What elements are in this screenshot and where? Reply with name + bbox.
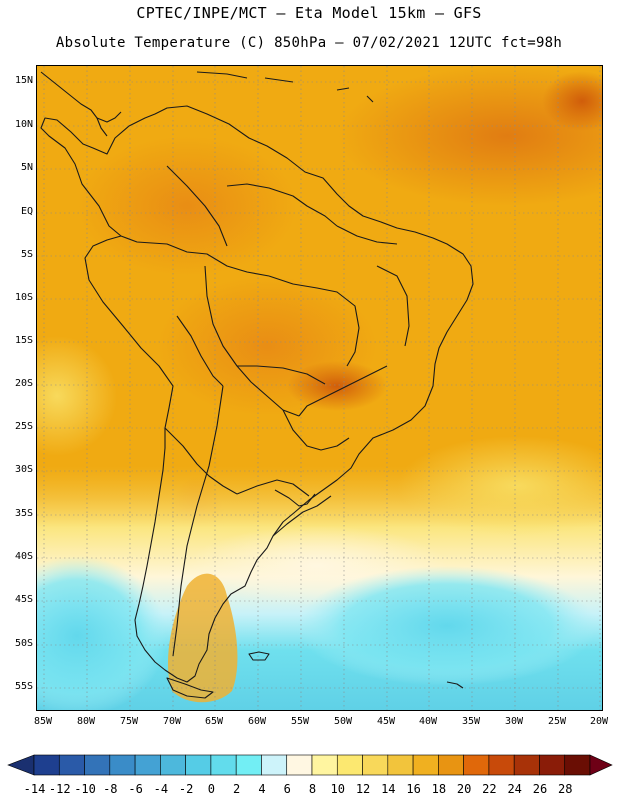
colorbar-label: 4 [258,782,266,796]
colorbar-label: -8 [103,782,118,796]
colorbar-swatch [387,754,414,776]
colorbar-swatch [58,754,85,776]
colorbar-swatch [311,754,338,776]
colorbar-swatch [438,754,464,776]
latitude-label: 30S [14,464,33,475]
longitude-label: 25W [547,716,567,727]
colorbar-label: -2 [178,782,194,796]
colorbar-label: 24 [507,782,522,796]
colorbar-swatch [463,754,490,776]
colorbar-label: 26 [532,782,548,796]
colorbar-label: 18 [431,782,447,796]
latitude-label: 40S [14,551,33,562]
longitude-label: 55W [290,716,310,727]
colorbar-label: 20 [456,782,472,796]
colorbar-swatch [261,754,288,776]
latitude-label: EQ [20,206,33,217]
colorbar-swatch [134,754,161,776]
colorbar-swatch [286,754,313,776]
colorbar-label: 22 [482,782,497,796]
continent-outline [40,71,474,699]
colorbar-swatch [33,754,60,776]
longitude-label: 30W [504,716,524,727]
temperature-colorbar [7,754,613,776]
colorbar-swatch [539,754,566,776]
colorbar-swatch [185,754,212,776]
map-title-line-1: CPTEC/INPE/MCT – Eta Model 15km – GFS [136,4,482,22]
colorbar-label: -6 [128,782,143,796]
longitude-label: 20W [589,716,609,727]
colorbar-label: -10 [74,782,96,796]
longitude-label: 35W [461,716,481,727]
colorbar-label: 8 [308,782,317,796]
colorbar-swatch [84,754,111,776]
longitude-label: 70W [162,716,182,727]
latitude-label: 20S [14,378,33,389]
longitude-label: 65W [204,716,224,727]
latitude-label: 5N [20,162,33,173]
latitude-label: 15S [14,335,33,346]
colorbar-swatch [109,754,136,776]
map-title-line-2: Absolute Temperature (C) 850hPa – 07/02/… [55,35,563,51]
colorbar-label: 16 [406,782,421,796]
colorbar-swatch [513,754,540,776]
latitude-label: 5S [20,249,33,260]
colorbar-swatch [235,754,262,776]
longitude-label: 75W [119,716,139,727]
colorbar-label: 0 [207,782,216,796]
colorbar-label: 14 [381,782,396,796]
colorbar-label: -4 [153,782,169,796]
latitude-label: 15N [14,75,33,86]
longitude-label: 50W [333,716,353,727]
longitude-label: 80W [76,716,96,727]
colorbar-swatch [564,754,591,776]
colorbar-label: -14 [23,782,46,796]
latitude-label: 55S [14,681,33,692]
colorbar-low-arrow [7,754,35,776]
colorbar-swatch [210,754,237,776]
colorbar-high-arrow [589,754,613,776]
colorbar-swatch [160,754,186,776]
latitude-label: 45S [14,594,33,605]
colorbar-label: 2 [233,782,241,796]
longitude-label: 40W [418,716,438,727]
latitude-label: 10S [14,292,33,303]
colorbar-swatch [362,754,389,776]
colorbar-label: 28 [557,782,573,796]
longitude-label: 85W [33,716,53,727]
temperature-map [37,66,602,710]
colorbar-label: 10 [330,782,345,796]
latitude-label: 50S [14,638,33,649]
colorbar-label: 6 [283,782,291,796]
longitude-label: 45W [376,716,396,727]
map-frame[interactable] [36,65,603,711]
latitude-label: 10N [14,119,33,130]
colorbar-swatch [336,754,363,776]
latitude-label: 25S [14,421,33,432]
longitude-label: 60W [247,716,267,727]
latitude-label: 35S [14,508,33,519]
colorbar-label: -12 [48,782,71,796]
colorbar-swatch [412,754,439,776]
colorbar-label: 12 [355,782,371,796]
colorbar-swatch [488,754,515,776]
